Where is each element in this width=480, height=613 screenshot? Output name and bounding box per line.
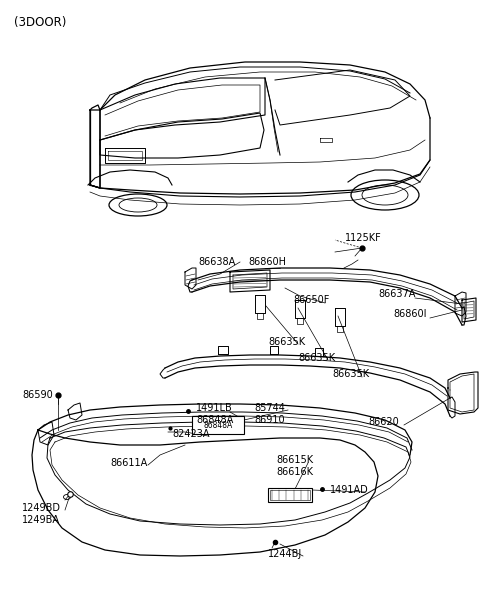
Text: 85744: 85744: [254, 403, 285, 413]
Text: 86615K: 86615K: [276, 455, 313, 465]
Text: 86910: 86910: [254, 415, 285, 425]
Text: 1491LB: 1491LB: [196, 403, 233, 413]
Bar: [270, 490, 310, 500]
Text: 86611A: 86611A: [110, 458, 147, 468]
Text: (3DOOR): (3DOOR): [14, 16, 66, 29]
Text: 86638A: 86638A: [198, 257, 235, 267]
Text: 86616K: 86616K: [276, 467, 313, 477]
Text: 86635K: 86635K: [332, 369, 369, 379]
Bar: [192, 416, 244, 434]
Text: 1491AD: 1491AD: [330, 485, 369, 495]
Text: 86848A: 86848A: [196, 415, 233, 425]
Text: 1244BJ: 1244BJ: [268, 549, 302, 559]
Text: 86860I: 86860I: [393, 309, 427, 319]
Bar: [268, 488, 312, 502]
Text: 82423A: 82423A: [172, 429, 209, 439]
Text: 86635K: 86635K: [298, 353, 335, 363]
Text: 1125KF: 1125KF: [345, 233, 382, 243]
Text: 86635K: 86635K: [268, 337, 305, 347]
Text: 86848A: 86848A: [204, 421, 233, 430]
Text: 86860H: 86860H: [248, 257, 286, 267]
Text: 86637A: 86637A: [378, 289, 415, 299]
Text: 86590: 86590: [22, 390, 53, 400]
Text: 1249BA: 1249BA: [22, 515, 60, 525]
Text: 86650F: 86650F: [293, 295, 329, 305]
Text: 86620: 86620: [368, 417, 399, 427]
Text: 1249BD: 1249BD: [22, 503, 61, 513]
